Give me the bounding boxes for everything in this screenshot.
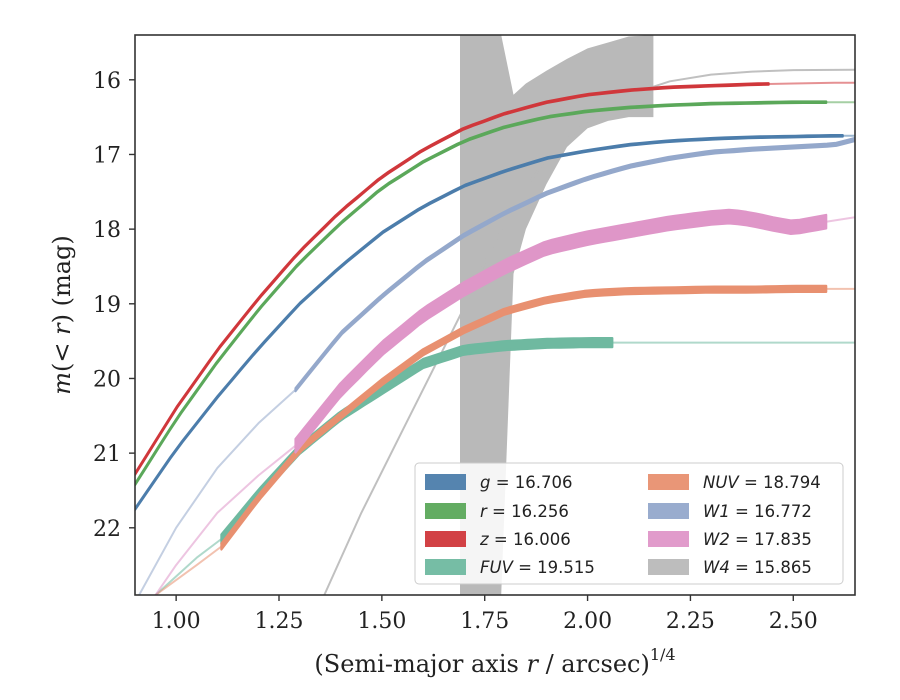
band-z [135,82,770,476]
legend: g = 16.706 r = 16.256 z = 16.006 FUV = 19.5… [414,462,844,585]
y-axis-ticks: 16 17 18 19 20 21 22 [93,69,135,542]
legend-label-nuv: NUV = 18.794 [703,473,821,492]
legend-swatch-w4 [648,559,689,575]
legend-label-w1: W1 = 16.772 [703,502,812,521]
y-axis-label: m(< r) (mag) [48,235,76,395]
y-tick-label: 21 [93,442,121,467]
y-tick-label: 17 [93,143,121,168]
legend-swatch-g [425,474,466,490]
legend-swatch-r [425,503,466,519]
band-r [135,100,828,487]
y-tick-label: 16 [93,69,121,94]
x-tick-label: 1.50 [357,609,406,634]
y-tick-label: 18 [93,218,121,243]
legend-swatch-fuv [425,559,466,575]
legend-swatch-w2 [648,531,689,547]
legend-label-z: z = 16.006 [479,530,571,549]
legend-label-w2: W2 = 17.835 [703,530,812,549]
y-tick-label: 20 [93,367,121,392]
y-tick-label: 22 [93,517,121,542]
uncertainty-bands [460,35,654,595]
x-tick-label: 1.00 [152,609,201,634]
band-nuv [220,284,828,551]
band-w4 [460,35,654,595]
legend-swatch-w1 [648,503,689,519]
x-tick-label: 1.25 [255,609,304,634]
band-g [135,134,844,511]
legend-swatch-nuv [648,474,689,490]
x-tick-label: 1.75 [460,609,509,634]
x-tick-label: 2.50 [769,609,818,634]
legend-label-r: r = 16.256 [480,502,569,521]
line-w4 [323,68,855,595]
legend-swatch-z [425,531,466,547]
x-axis-ticks: 1.00 1.25 1.50 1.75 2.00 2.25 2.50 [152,595,818,634]
legend-label-w4: W4 = 15.865 [703,558,812,577]
plot-frame [134,34,856,596]
x-tick-label: 2.00 [563,609,612,634]
x-tick-label: 2.25 [666,609,715,634]
legend-label-g: g = 16.706 [480,473,573,492]
series-lines [135,68,855,595]
x-axis-label: (Semi-major axis r / arcsec)1/4 [314,645,675,678]
band-w1 [294,136,855,393]
y-tick-label: 19 [93,293,121,318]
legend-frame [414,462,844,585]
legend-label-fuv: FUV = 19.515 [480,558,595,577]
band-w2 [294,208,828,454]
